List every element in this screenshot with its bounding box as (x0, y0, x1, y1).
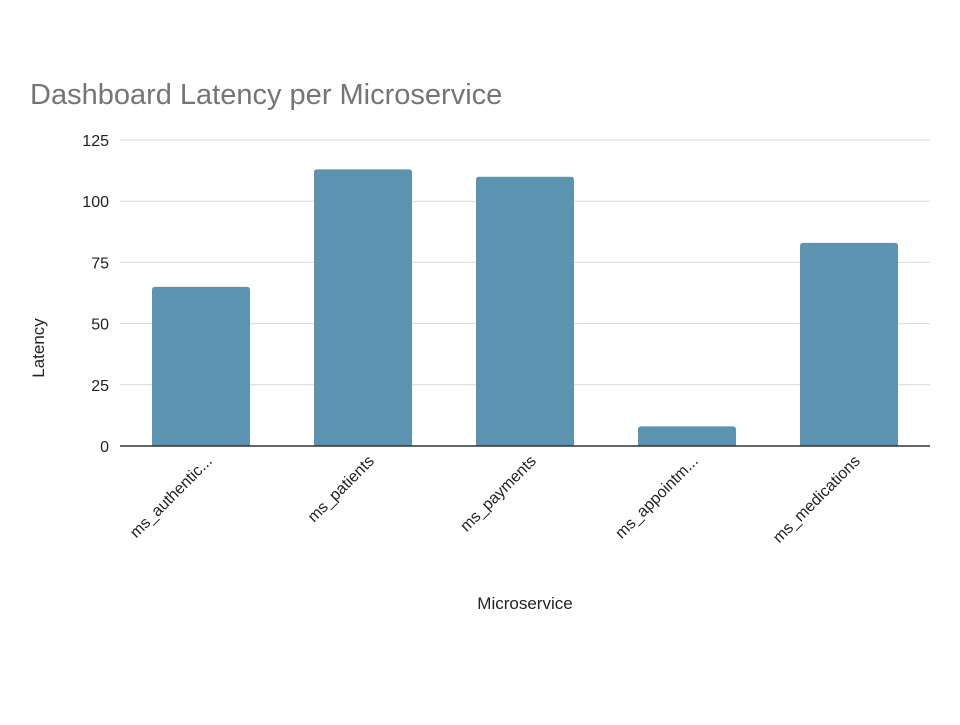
y-tick-label: 125 (82, 133, 109, 150)
bar (314, 169, 412, 446)
chart-title: Dashboard Latency per Microservice (30, 79, 502, 111)
x-tick-label: ms_appointm... (612, 453, 701, 542)
bar (638, 426, 736, 446)
y-tick-label: 50 (91, 317, 109, 334)
x-tick-label: ms_authentic... (127, 453, 216, 542)
y-tick-label: 100 (82, 194, 109, 211)
y-axis-ticks: 0 25 50 75 100 125 (82, 133, 109, 456)
x-tick-label: ms_payments (457, 453, 539, 535)
y-tick-label: 0 (100, 439, 109, 456)
x-tick-label: ms_patients (305, 453, 378, 526)
y-axis-label: Latency (29, 318, 48, 378)
y-tick-label: 25 (91, 378, 109, 395)
bar (800, 242, 898, 446)
bar (476, 176, 574, 446)
x-tick-label: ms_medications (770, 453, 864, 547)
x-axis-ticks: ms_authentic... ms_patients ms_payments ms_… (127, 453, 864, 547)
y-tick-label: 75 (91, 255, 109, 272)
x-axis-label: Microservice (477, 594, 572, 613)
bars (152, 169, 898, 446)
bar (152, 286, 250, 446)
